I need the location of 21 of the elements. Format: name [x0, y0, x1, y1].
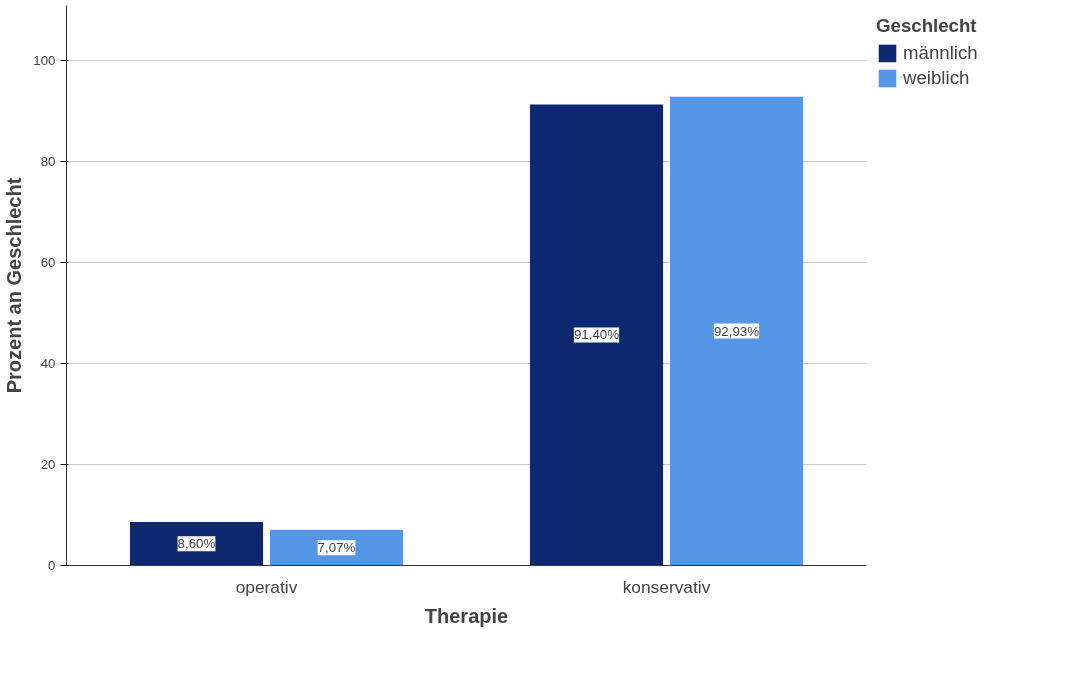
data-label: 92,93% — [713, 323, 760, 339]
y-axis-title: Prozent an Geschlecht — [3, 177, 26, 394]
legend-label: weiblich — [903, 67, 970, 89]
data-label: 7,07% — [317, 540, 356, 556]
y-tick-label: 20 — [40, 457, 56, 473]
y-tick-label: 60 — [40, 255, 56, 271]
y-tick-label: 100 — [33, 53, 56, 69]
legend-title: Geschlecht — [876, 15, 978, 37]
x-tick-label: konservativ — [622, 576, 711, 597]
x-axis-title: Therapie — [424, 604, 509, 627]
y-tick-label: 80 — [40, 154, 56, 170]
y-tick-label: 40 — [40, 356, 56, 372]
bar — [130, 522, 263, 566]
data-label: 8,60% — [177, 536, 216, 552]
legend-label: männlich — [903, 42, 978, 64]
x-tick-label: operativ — [235, 576, 298, 597]
bar — [670, 96, 803, 566]
y-tick-label: 0 — [48, 558, 56, 573]
data-label: 91,40% — [573, 327, 620, 343]
bar — [270, 529, 403, 566]
bar — [530, 104, 663, 566]
